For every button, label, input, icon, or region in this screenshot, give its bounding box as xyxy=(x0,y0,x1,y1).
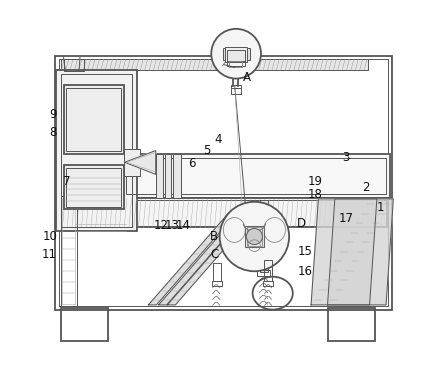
Polygon shape xyxy=(311,199,377,305)
Bar xyxy=(254,230,273,235)
Bar xyxy=(61,59,368,70)
Polygon shape xyxy=(148,213,237,305)
Text: 15: 15 xyxy=(298,245,313,258)
Text: 19: 19 xyxy=(307,175,322,188)
Text: 14: 14 xyxy=(175,219,190,232)
Bar xyxy=(66,88,121,150)
Bar xyxy=(231,88,241,94)
Bar xyxy=(63,85,124,154)
Polygon shape xyxy=(167,213,256,305)
Bar xyxy=(213,263,221,281)
Text: 18: 18 xyxy=(307,188,322,201)
Bar xyxy=(256,235,272,242)
Text: D: D xyxy=(297,217,307,230)
Bar xyxy=(165,154,171,198)
Text: C: C xyxy=(210,248,218,261)
Bar xyxy=(247,228,262,246)
Polygon shape xyxy=(124,150,155,174)
Bar xyxy=(59,59,388,306)
Text: 4: 4 xyxy=(214,133,222,146)
Bar xyxy=(173,154,181,198)
Polygon shape xyxy=(327,199,393,305)
Bar xyxy=(62,198,75,304)
Bar xyxy=(225,47,248,62)
Bar xyxy=(231,85,241,88)
Bar xyxy=(126,158,386,195)
Text: 8: 8 xyxy=(50,126,57,139)
Bar xyxy=(327,308,375,341)
Bar xyxy=(56,70,137,231)
Polygon shape xyxy=(159,213,247,305)
Bar xyxy=(264,259,272,281)
Bar xyxy=(124,149,140,176)
Bar xyxy=(63,165,124,209)
Text: 1: 1 xyxy=(377,201,384,214)
Bar xyxy=(61,198,388,228)
Bar xyxy=(61,196,77,306)
Bar xyxy=(245,226,264,247)
Text: 2: 2 xyxy=(362,181,369,194)
Text: B: B xyxy=(210,230,218,243)
Bar xyxy=(260,200,268,272)
Text: 17: 17 xyxy=(338,212,354,225)
Bar xyxy=(263,281,273,286)
Text: 10: 10 xyxy=(42,230,57,243)
Text: 7: 7 xyxy=(63,175,71,188)
Text: 9: 9 xyxy=(50,108,57,120)
Bar xyxy=(62,200,386,226)
Bar xyxy=(227,50,245,61)
Circle shape xyxy=(246,229,262,244)
Text: 3: 3 xyxy=(342,152,350,164)
Text: 16: 16 xyxy=(298,265,313,278)
Bar xyxy=(61,74,132,228)
Circle shape xyxy=(220,202,289,271)
Bar xyxy=(227,61,245,66)
Bar xyxy=(256,270,271,276)
Bar xyxy=(64,59,85,71)
Bar xyxy=(66,168,121,207)
Bar xyxy=(123,154,390,198)
Text: 6: 6 xyxy=(189,157,196,170)
Bar xyxy=(155,154,163,198)
Text: 5: 5 xyxy=(203,144,210,157)
Bar xyxy=(212,281,222,286)
Circle shape xyxy=(211,29,261,79)
Text: 11: 11 xyxy=(42,248,57,261)
Text: A: A xyxy=(243,71,251,84)
Bar xyxy=(55,55,392,310)
Bar xyxy=(222,48,250,60)
Text: 13: 13 xyxy=(165,219,179,232)
Bar xyxy=(229,61,242,66)
Bar xyxy=(61,308,108,341)
Text: 12: 12 xyxy=(154,219,169,232)
